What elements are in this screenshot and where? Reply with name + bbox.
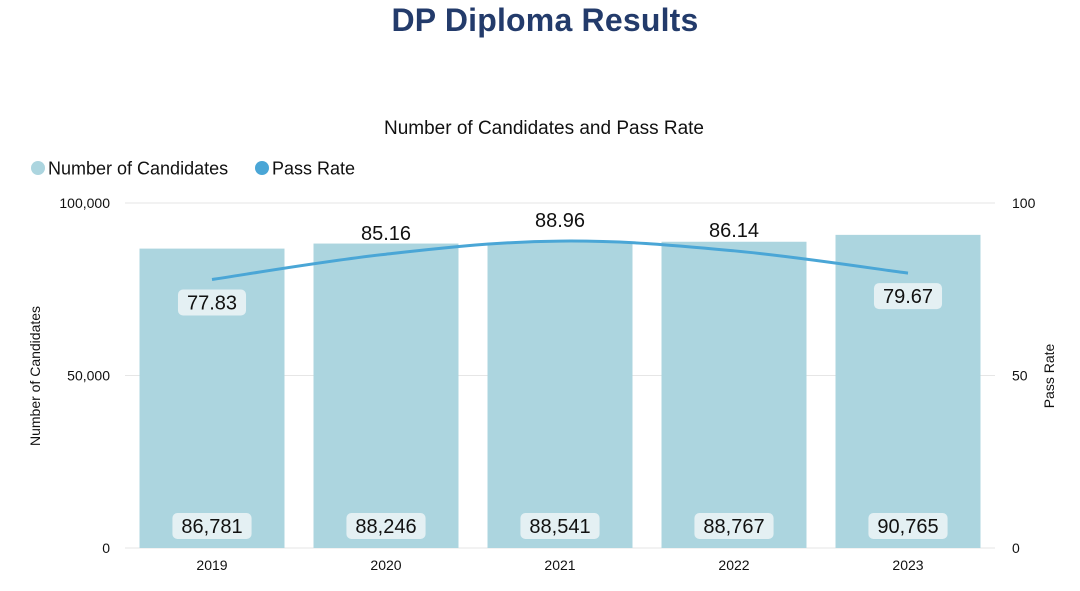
bar-2022: [661, 241, 807, 548]
y-tick-label-right: 100: [1012, 195, 1036, 211]
pass-rate-value-label: 79.67: [883, 286, 933, 308]
bar-value-label: 88,246: [355, 516, 416, 538]
bar-value-label-box: [868, 513, 948, 539]
x-tick-label: 2021: [544, 557, 575, 573]
axes: 0 50,000 100,000 0 50 100 2019 2020 2021 2022 2023: [59, 195, 1035, 573]
legend-swatch-candidates: [31, 161, 45, 175]
bar-value-label: 88,767: [703, 516, 764, 538]
pass-rate-label-box: [873, 283, 943, 310]
y-axis-label-left: Number of Candidates: [27, 306, 43, 446]
chart-title: Number of Candidates and Pass Rate: [384, 118, 704, 139]
legend: Number of Candidates Pass Rate: [31, 159, 355, 179]
bar-2021: [487, 242, 633, 548]
y-tick-label-right: 50: [1012, 368, 1028, 384]
page-title: DP Diploma Results: [391, 2, 699, 38]
pass-rate-line: [211, 239, 909, 281]
x-tick-label: 2019: [196, 557, 227, 573]
x-tick-label: 2022: [718, 557, 749, 573]
y-axis-label-right: Pass Rate: [1041, 343, 1057, 408]
data-labels: 86,781 88,246 88,541 88,767 90,765 77.83 85.16…: [172, 210, 948, 539]
pass-rate-value-label: 77.83: [187, 292, 237, 314]
y-tick-label-left: 100,000: [59, 195, 110, 211]
y-tick-label-left: 50,000: [67, 368, 110, 384]
pass-rate-value-label: 88.96: [535, 210, 585, 232]
legend-label-candidates: Number of Candidates: [48, 159, 228, 179]
legend-label-pass-rate: Pass Rate: [272, 159, 355, 179]
pass-rate-value-label: 86.14: [709, 220, 759, 242]
bar-value-label-box: [694, 513, 774, 539]
bar-value-label-box: [346, 513, 426, 539]
bar-value-label: 86,781: [181, 516, 242, 538]
x-tick-label: 2020: [370, 557, 401, 573]
x-tick-label: 2023: [892, 557, 923, 573]
bar-2020: [313, 243, 459, 548]
bar-value-label-box: [172, 513, 252, 539]
bars: [139, 234, 981, 549]
bar-2023: [835, 234, 981, 548]
pass-rate-label-box: [177, 289, 247, 316]
bar-value-label: 88,541: [529, 516, 590, 538]
y-tick-label-left: 0: [102, 540, 110, 556]
pass-rate-value-label: 85.16: [361, 223, 411, 245]
pass-rate-line-group: [211, 239, 909, 281]
bar-value-label: 90,765: [877, 516, 938, 538]
legend-swatch-pass-rate: [255, 161, 269, 175]
bar-value-label-box: [520, 513, 600, 539]
y-tick-label-right: 0: [1012, 540, 1020, 556]
